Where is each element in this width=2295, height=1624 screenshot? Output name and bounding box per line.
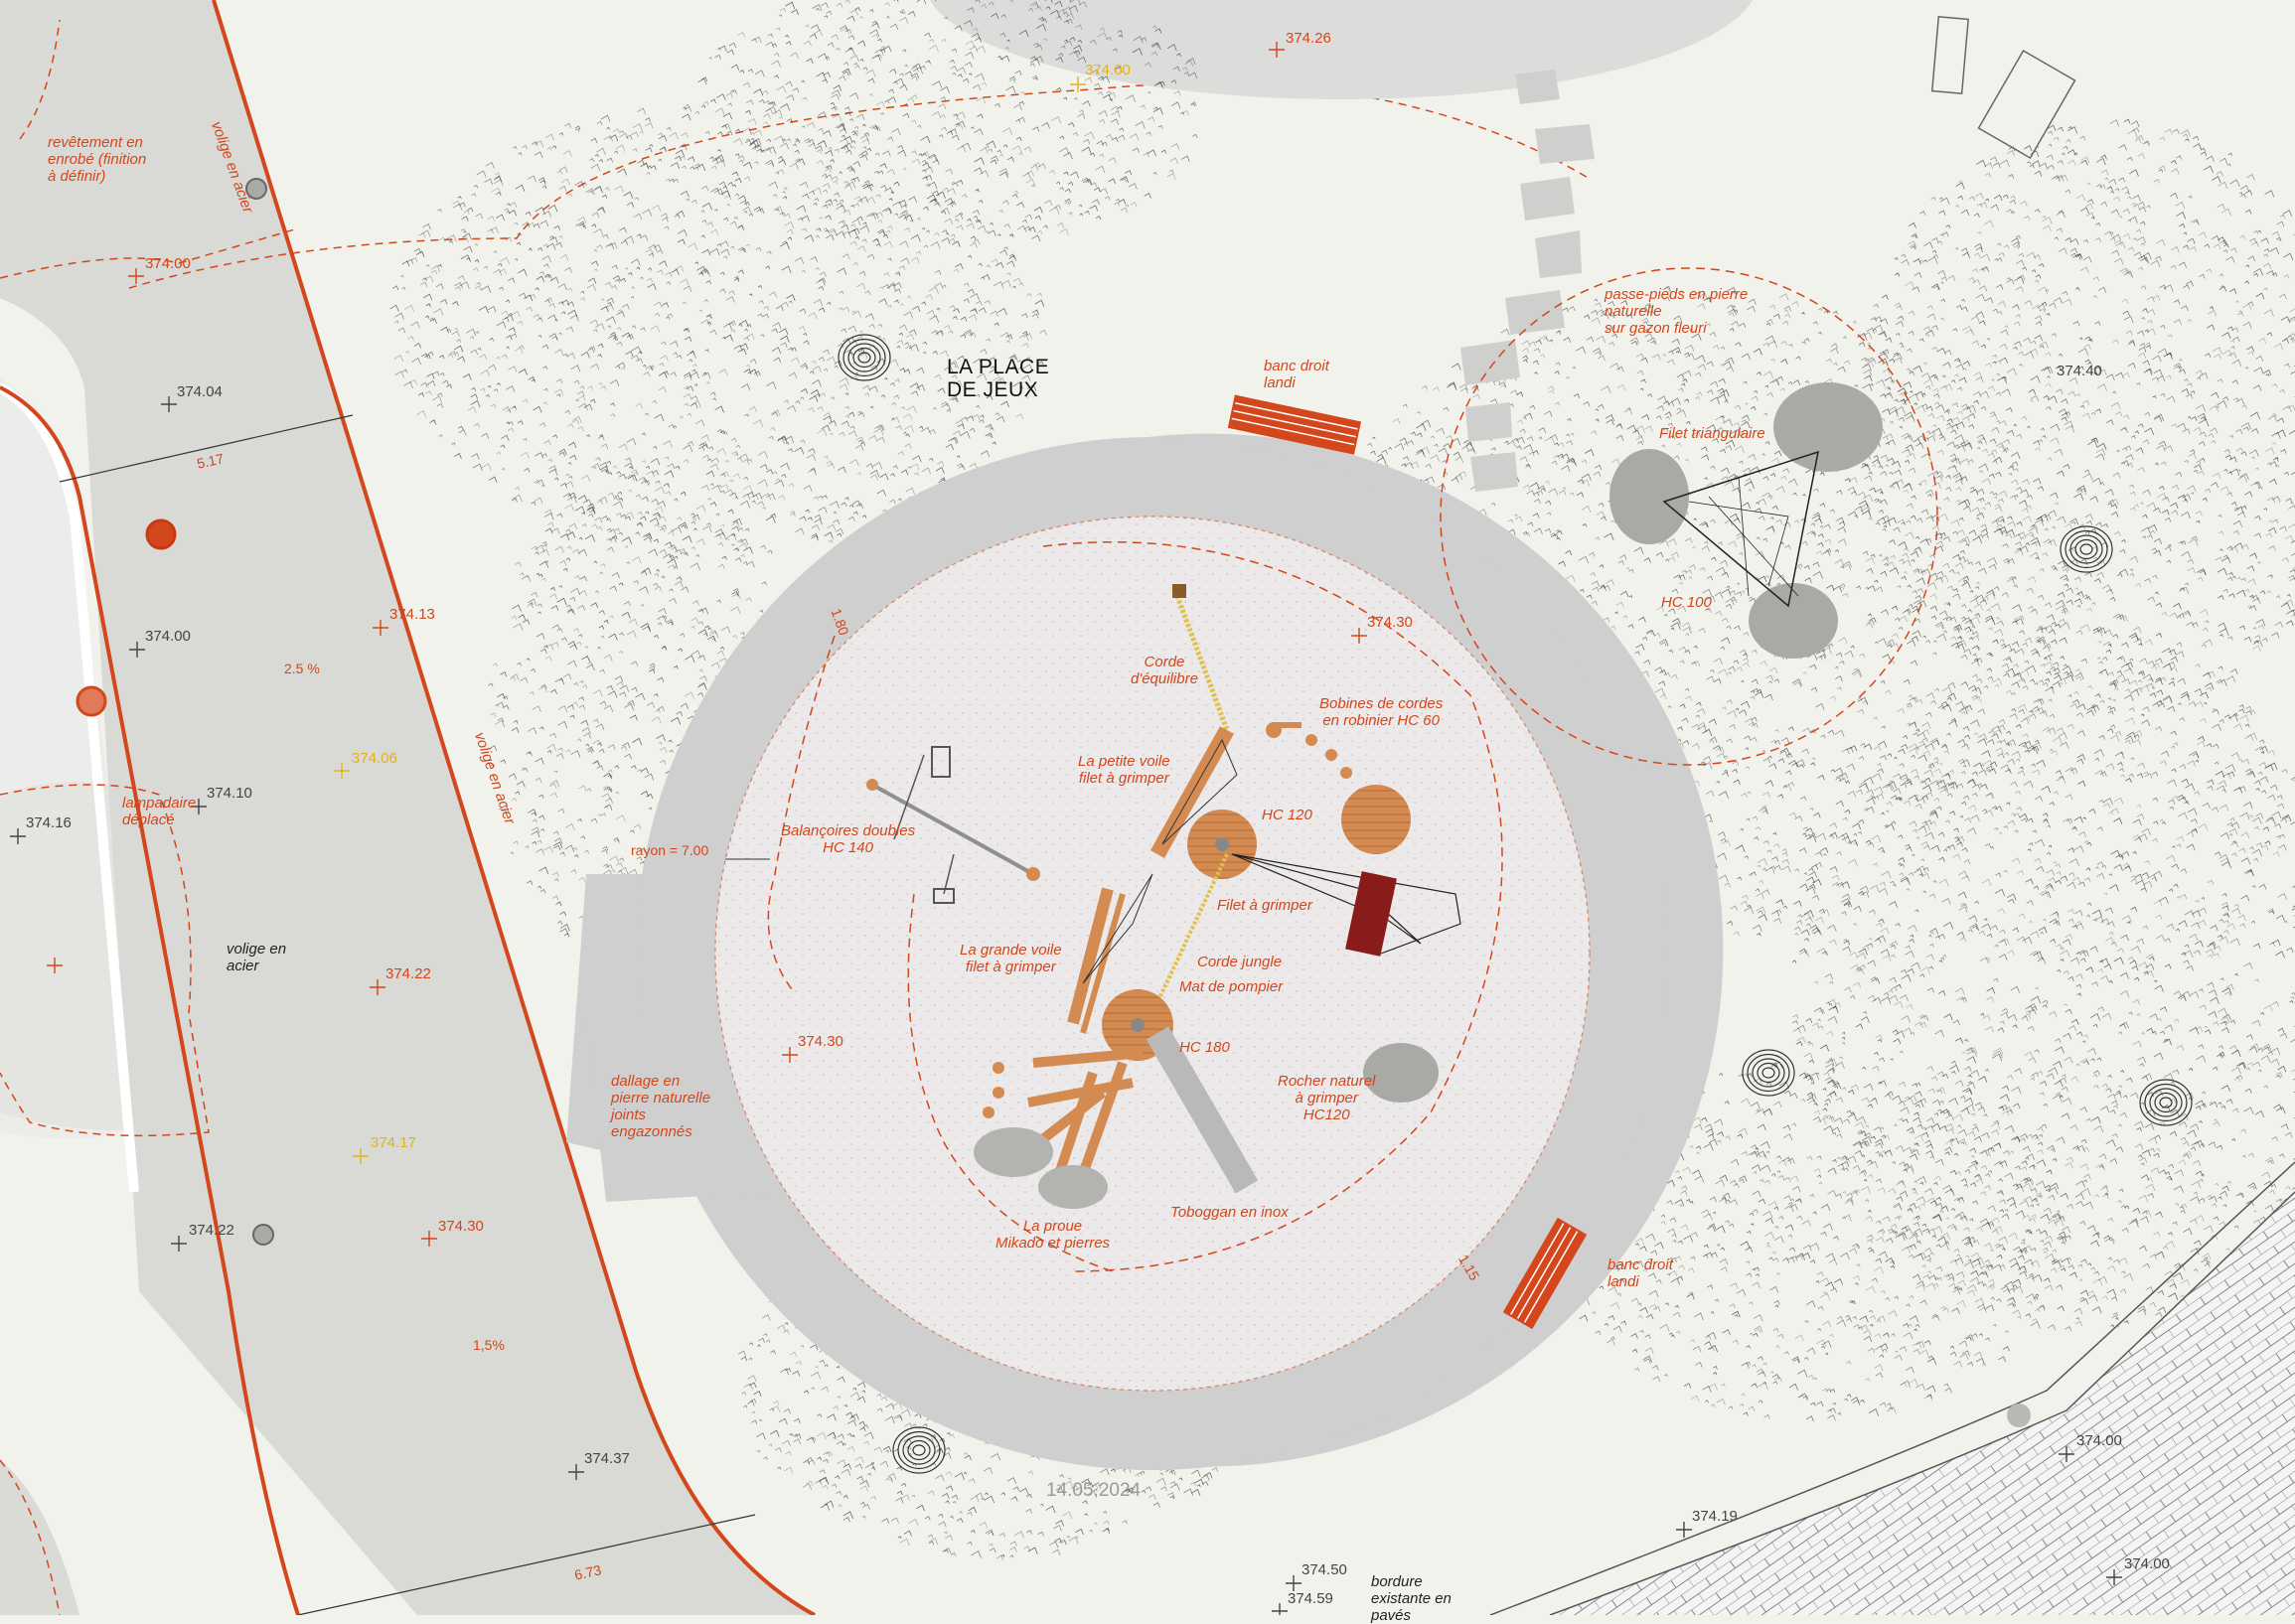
site-plan xyxy=(0,0,2295,1615)
